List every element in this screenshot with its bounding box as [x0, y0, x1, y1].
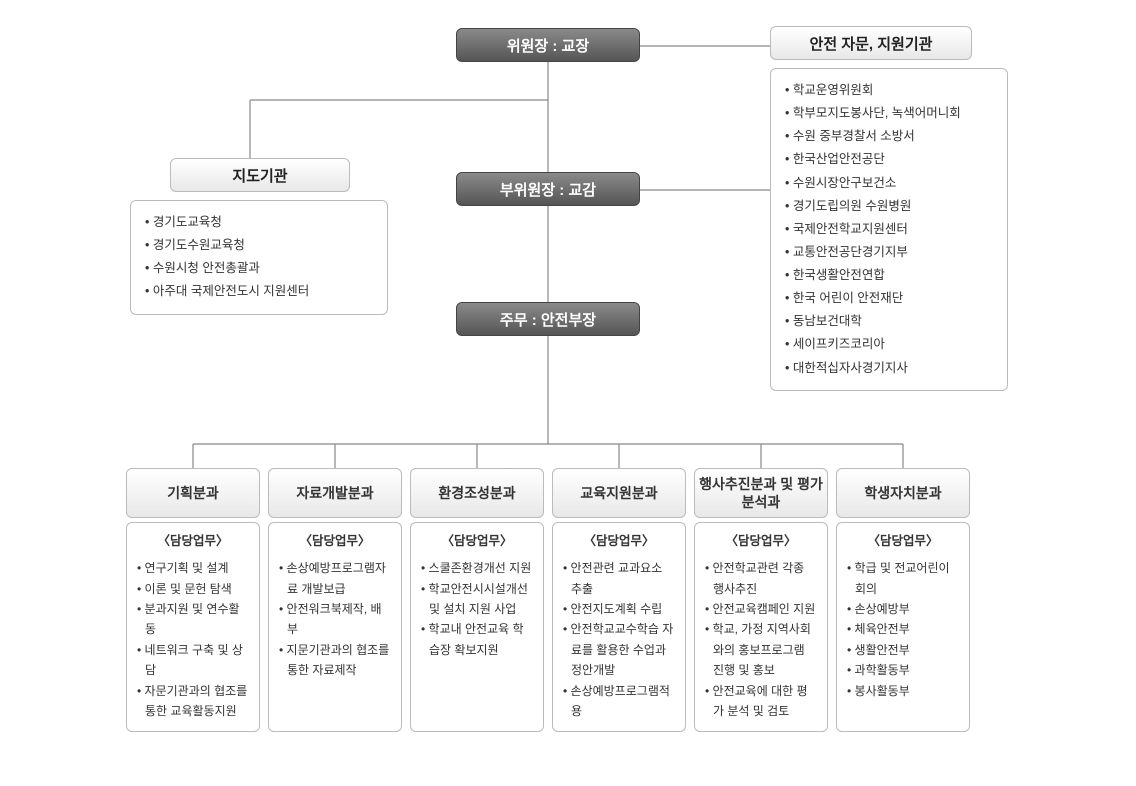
dept-task-item: 안전관련 교과요소 추출	[563, 558, 675, 599]
dept-task-item: 안전학교교수학습 자료를 활용한 수업과정안개발	[563, 619, 675, 680]
dept-task-item: 지문기관과의 협조를 통한 자료제작	[279, 640, 391, 681]
right-panel-title: 안전 자문, 지원기관	[770, 26, 972, 60]
dept-task-item: 손상예방부	[847, 599, 959, 619]
dept-task-item: 학급 및 전교어린이회의	[847, 558, 959, 599]
node-chairman: 위원장 : 교장	[456, 28, 640, 62]
left-panel-item: 아주대 국제안전도시 지원센터	[145, 280, 373, 303]
dept-subtitle: 〈담당업무〉	[705, 531, 817, 552]
right-panel-item: 경기도립의원 수원병원	[785, 195, 993, 218]
dept-task-item: 학교, 가정 지역사회 와의 홍보프로그램 진행 및 홍보	[705, 619, 817, 680]
dept-body: 〈담당업무〉 학급 및 전교어린이회의손상예방부체육안전부생활안전부과학활동부봉사…	[836, 522, 970, 732]
dept-task-item: 안전워크북제작, 배부	[279, 599, 391, 640]
dept-task-item: 학교안전시시설개선 및 설치 지원 사업	[421, 579, 533, 620]
right-panel-item: 학교운영위원회	[785, 79, 993, 102]
dept-header: 자료개발분과	[268, 468, 402, 518]
dept-task-item: 학교내 안전교육 학습장 확보지원	[421, 619, 533, 660]
dept-task-item: 생활안전부	[847, 640, 959, 660]
left-panel-item: 경기도교육청	[145, 211, 373, 234]
dept-body: 〈담당업무〉 안전관련 교과요소 추출안전지도계획 수립안전학교교수학습 자료를 …	[552, 522, 686, 732]
dept-task-item: 네트워크 구축 및 상담	[137, 640, 249, 681]
right-panel-item: 세이프키즈코리아	[785, 333, 993, 356]
dept-header: 행사추진분과 및 평가분석과	[694, 468, 828, 518]
dept-subtitle: 〈담당업무〉	[563, 531, 675, 552]
right-panel-item: 대한적십자사경기지사	[785, 357, 993, 380]
dept-task-item: 안전교육캠페인 지원	[705, 599, 817, 619]
right-panel-item: 한국생활안전연합	[785, 264, 993, 287]
node-vice-chairman: 부위원장 : 교감	[456, 172, 640, 206]
dept-task-item: 안전교육에 대한 평가 분석 및 검토	[705, 681, 817, 722]
dept-body: 〈담당업무〉 연구기획 및 설계이론 및 문헌 탐색분과지원 및 연수활동네트워크…	[126, 522, 260, 732]
right-panel-item: 수원시장안구보건소	[785, 172, 993, 195]
dept-header: 기획분과	[126, 468, 260, 518]
right-panel-item: 동남보건대학	[785, 310, 993, 333]
dept-task-item: 손상예방프로그램적용	[563, 681, 675, 722]
left-panel-item: 수원시청 안전총괄과	[145, 257, 373, 280]
dept-body: 〈담당업무〉 손상예방프로그램자료 개발보급안전워크북제작, 배부지문기관과의 협…	[268, 522, 402, 732]
dept-header: 학생자치분과	[836, 468, 970, 518]
dept-task-item: 자문기관과의 협조를 통한 교육활동지원	[137, 681, 249, 722]
dept-task-item: 안전학교관련 각종 행사추진	[705, 558, 817, 599]
dept-task-item: 체육안전부	[847, 619, 959, 639]
dept-task-item: 연구기획 및 설계	[137, 558, 249, 578]
dept-subtitle: 〈담당업무〉	[279, 531, 391, 552]
dept-header: 환경조성분과	[410, 468, 544, 518]
right-panel-item: 한국산업안전공단	[785, 148, 993, 171]
dept-subtitle: 〈담당업무〉	[847, 531, 959, 552]
dept-task-item: 봉사활동부	[847, 681, 959, 701]
dept-task-item: 이론 및 문헌 탐색	[137, 579, 249, 599]
left-panel-list: 경기도교육청경기도수원교육청수원시청 안전총괄과아주대 국제안전도시 지원센터	[130, 200, 388, 315]
dept-task-item: 과학활동부	[847, 660, 959, 680]
dept-task-item: 손상예방프로그램자료 개발보급	[279, 558, 391, 599]
dept-task-item: 분과지원 및 연수활동	[137, 599, 249, 640]
left-panel-title: 지도기관	[170, 158, 350, 192]
dept-body: 〈담당업무〉 안전학교관련 각종 행사추진안전교육캠페인 지원학교, 가정 지역사…	[694, 522, 828, 732]
dept-body: 〈담당업무〉 스쿨존환경개선 지원학교안전시시설개선 및 설치 지원 사업학교내 …	[410, 522, 544, 732]
dept-task-item: 스쿨존환경개선 지원	[421, 558, 533, 578]
dept-task-item: 안전지도계획 수립	[563, 599, 675, 619]
right-panel-item: 국제안전학교지원센터	[785, 218, 993, 241]
dept-subtitle: 〈담당업무〉	[421, 531, 533, 552]
dept-subtitle: 〈담당업무〉	[137, 531, 249, 552]
right-panel-list: 학교운영위원회학부모지도봉사단, 녹색어머니회수원 중부경찰서 소방서한국산업안…	[770, 68, 1008, 391]
right-panel-item: 한국 어린이 안전재단	[785, 287, 993, 310]
right-panel-item: 교통안전공단경기지부	[785, 241, 993, 264]
left-panel-item: 경기도수원교육청	[145, 234, 373, 257]
right-panel-item: 학부모지도봉사단, 녹색어머니회	[785, 102, 993, 125]
node-chief: 주무 : 안전부장	[456, 302, 640, 336]
right-panel-item: 수원 중부경찰서 소방서	[785, 125, 993, 148]
dept-header: 교육지원분과	[552, 468, 686, 518]
